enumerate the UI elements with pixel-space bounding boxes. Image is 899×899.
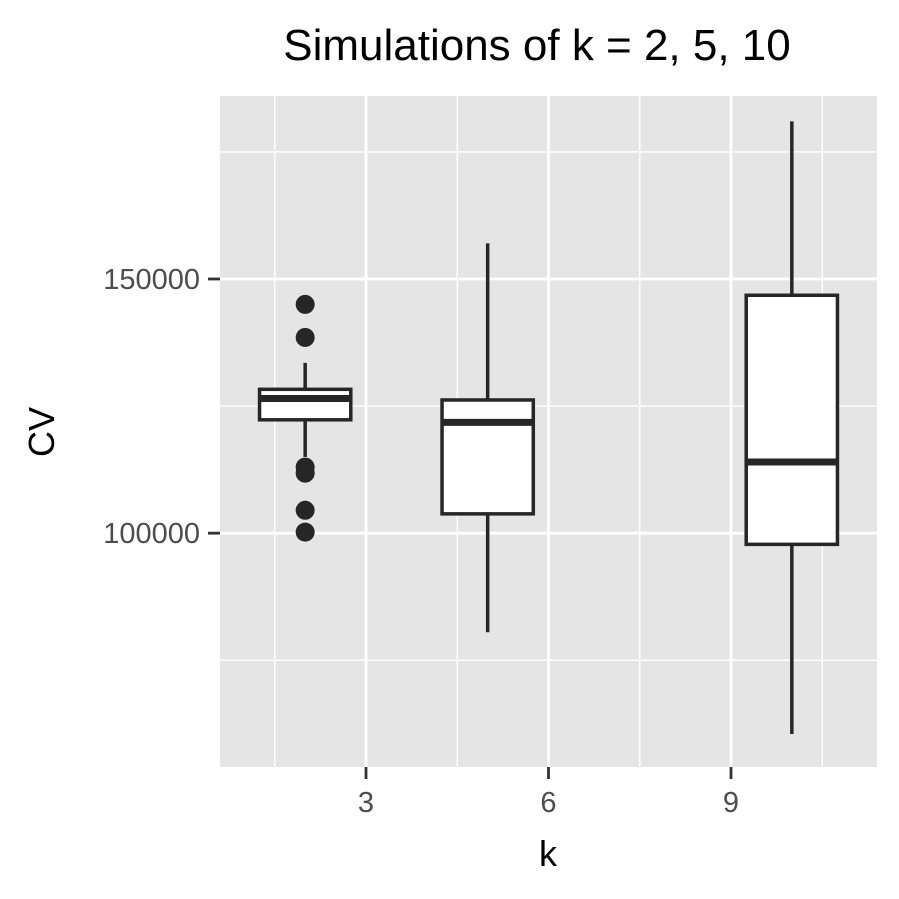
- boxplot-k-5: [440, 243, 536, 633]
- x-tick-label: 6: [540, 787, 556, 819]
- outlier-point: [295, 522, 315, 542]
- x-tick-label: 3: [358, 787, 374, 819]
- y-tick-label: 100000: [103, 518, 200, 550]
- chart-title: Simulations of k = 2, 5, 10: [283, 21, 791, 70]
- outlier-point: [295, 294, 315, 314]
- axes: 100000 150000 3 6 9: [103, 264, 739, 819]
- box: [257, 387, 353, 422]
- y-tick-label: 150000: [103, 264, 200, 296]
- y-axis-title: CV: [21, 407, 62, 457]
- box: [440, 398, 536, 516]
- box: [744, 293, 840, 547]
- boxplot-k-2: [257, 294, 353, 542]
- outlier-point: [295, 500, 315, 520]
- outlier-point: [295, 463, 315, 483]
- x-axis-title: k: [539, 833, 558, 874]
- boxplots: [257, 121, 840, 734]
- boxplot-k-10: [744, 121, 840, 734]
- outlier-point: [295, 327, 315, 347]
- x-tick-label: 9: [723, 787, 739, 819]
